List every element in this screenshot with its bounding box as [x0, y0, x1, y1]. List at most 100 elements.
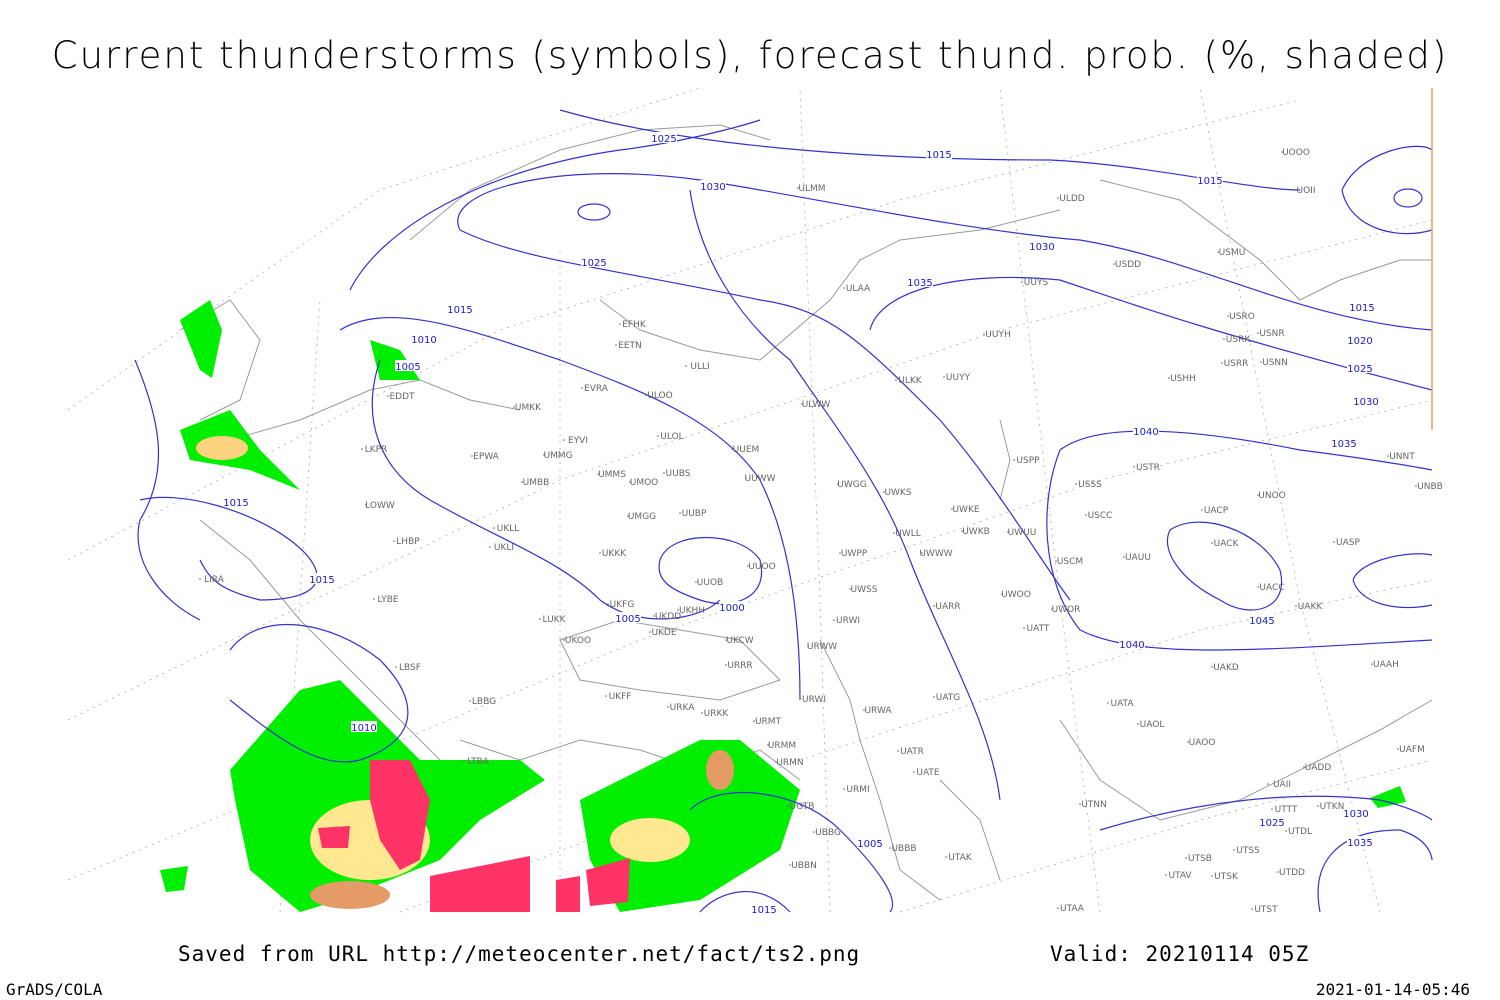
station-dot [679, 512, 681, 514]
isobar-label-bg [1347, 334, 1373, 345]
station-label: UWSS [851, 585, 878, 595]
station-label: USSS [1078, 480, 1102, 490]
isobar-label: 1030 [1353, 397, 1378, 408]
station-label: EYVI [568, 436, 588, 446]
station-label: URWI [836, 616, 860, 626]
station-dot [1051, 608, 1053, 610]
isobar-label-bg [581, 256, 607, 267]
station-label: EPWA [473, 452, 500, 462]
station-label: USCC [1088, 511, 1113, 521]
station-dot [1267, 783, 1269, 785]
station-dot [983, 333, 985, 335]
station-label: UMGG [628, 512, 656, 522]
station-label: URWA [864, 706, 892, 716]
station-dot [667, 706, 669, 708]
isobar-label: 1025 [1259, 818, 1284, 829]
isobar-label-bg [1249, 614, 1275, 625]
timestamp: 2021-01-14-05:46 [1316, 980, 1470, 999]
isobar-label-bg [351, 721, 377, 732]
station-dot [893, 532, 895, 534]
station-dot [663, 472, 665, 474]
thunderstorm-symbols [318, 760, 630, 912]
station-label: UAKK [1298, 602, 1324, 612]
station-label: UUYS [1024, 278, 1049, 288]
station-dot [1107, 702, 1109, 704]
station-label: UUYH [985, 330, 1010, 340]
station-label: USMU [1219, 248, 1246, 258]
isobar-label: 1035 [907, 278, 932, 289]
saved-url: Saved from URL http://meteocenter.net/fa… [178, 942, 860, 966]
isobar-label-bg [1029, 240, 1055, 251]
isobar-label-bg [309, 573, 335, 584]
station-dot [807, 645, 809, 647]
isobar-label: 1040 [1119, 640, 1144, 651]
station-dot [1185, 857, 1187, 859]
station-label: UAOO [1189, 738, 1216, 748]
station-dot [1221, 362, 1223, 364]
isobar-label: 1045 [1249, 616, 1274, 627]
station-dot [945, 856, 947, 858]
isobar-label: 1025 [651, 134, 676, 145]
station-label: UWPP [841, 549, 868, 559]
station-label: USHH [1170, 374, 1196, 384]
station-label: UWOR [1052, 605, 1081, 615]
station-label: UWLL [895, 529, 921, 539]
station-label: UAII [1273, 780, 1291, 790]
isobar-label: 1040 [1133, 427, 1158, 438]
station-label: LIRA [204, 575, 225, 585]
station-dot [725, 639, 727, 641]
station-label: UAAH [1373, 660, 1399, 670]
station-label: USPP [1016, 456, 1040, 466]
station-dot [581, 387, 583, 389]
station-dot [1168, 377, 1170, 379]
station-dot [1075, 483, 1077, 485]
station-label: URMN [776, 758, 803, 768]
station-label: UUEM [733, 445, 760, 455]
station-dot [725, 664, 727, 666]
station-dot [1291, 189, 1293, 191]
station-label: UKOO [565, 636, 591, 646]
isobar-label: 1000 [719, 603, 744, 614]
station-label: UMOO [630, 478, 659, 488]
station-label: UNBB [1417, 482, 1443, 492]
isobar-label: 1035 [1347, 838, 1372, 849]
station-label: EETN [618, 341, 642, 351]
isobar-label: 1005 [857, 839, 882, 850]
isobar-label-bg [1343, 807, 1369, 818]
isobar-label: 1015 [223, 498, 248, 509]
station-dot [563, 639, 565, 641]
station-label: UARR [935, 602, 960, 612]
station-label: UWGG [837, 480, 866, 490]
station-dot [657, 435, 659, 437]
station-dot [1023, 627, 1025, 629]
station-label: UKFG [610, 600, 635, 610]
station-dot [745, 477, 747, 479]
station-label: LYBE [377, 595, 398, 605]
station-label: UATR [900, 747, 924, 757]
station-dot [889, 847, 891, 849]
station-dot [1187, 741, 1189, 743]
isobar-label: 1010 [351, 723, 376, 734]
station-label: ULOL [660, 432, 683, 442]
station-label: UATA [1110, 699, 1134, 709]
station-dot [883, 491, 885, 493]
station-label: UACC [1259, 583, 1284, 593]
station-dot [753, 720, 755, 722]
isobar-label: 1015 [1349, 303, 1374, 314]
station-dot [1085, 514, 1087, 516]
station-dot [615, 344, 617, 346]
station-label: ULOO [647, 391, 672, 401]
station-dot [685, 365, 687, 367]
station-dot [921, 552, 923, 554]
station-dot [373, 598, 375, 600]
station-label: LHBP [396, 537, 420, 547]
isobar-label-bg [700, 180, 726, 191]
isobar-label-bg [1347, 362, 1373, 373]
station-dot [1285, 830, 1287, 832]
station-label: UUWW [745, 474, 776, 484]
station-label: UKLI [494, 543, 514, 553]
station-dot [1057, 197, 1059, 199]
station-dot [471, 455, 473, 457]
station-label: EFHK [622, 320, 647, 330]
